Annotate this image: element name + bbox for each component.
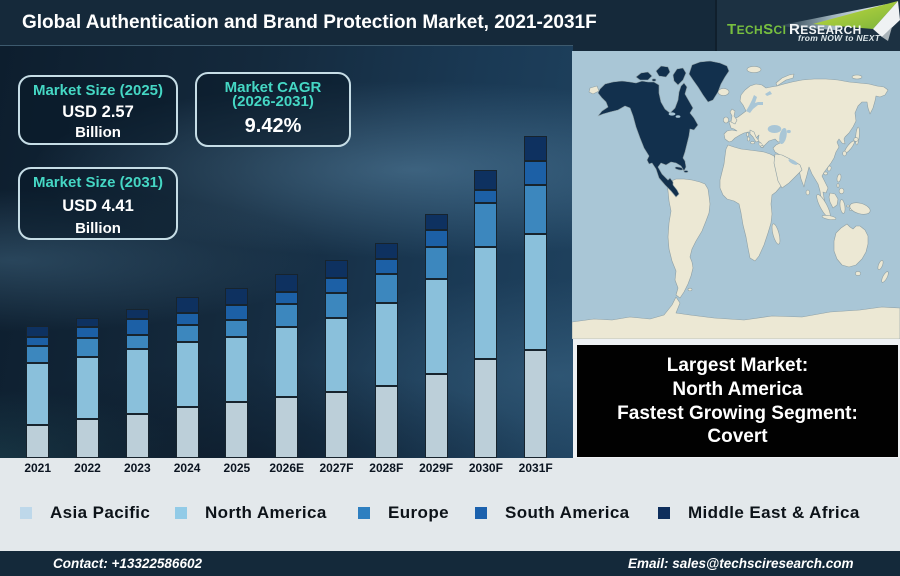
svg-text:from NOW to NEXT: from NOW to NEXT [798, 33, 881, 43]
svg-text:TECHSCI: TECHSCI [727, 21, 786, 38]
svg-text:RESEARCH: RESEARCH [789, 21, 862, 38]
